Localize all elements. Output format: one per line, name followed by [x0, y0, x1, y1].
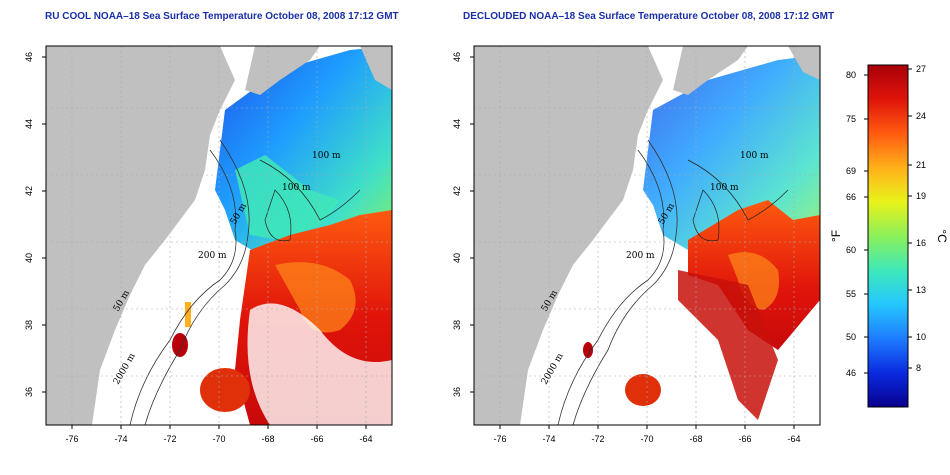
y-tick-label: 42	[452, 186, 462, 196]
x-tick-label: -68	[261, 434, 274, 444]
x-tick-label: -70	[640, 434, 653, 444]
y-tick-label: 40	[24, 253, 34, 263]
celsius-unit-label: °C	[935, 229, 949, 243]
colorbar-panel: 80 75 69 66 60 55 50 46 27 24 21 19 16 1…	[826, 55, 950, 415]
y-tick-label: 44	[24, 119, 34, 129]
right-map-panel: 100 m 100 m 50 m 200 m 50 m 2000 m 36 38…	[448, 40, 828, 460]
cloud-cover	[247, 303, 392, 425]
right-sst-map: 100 m 100 m 50 m 200 m 50 m 2000 m 36 38…	[452, 45, 821, 444]
colorbar-f-tick: 80	[846, 70, 856, 80]
y-tick-label: 38	[24, 320, 34, 330]
colorbar-f-tick: 50	[846, 332, 856, 342]
y-tick-label: 38	[452, 320, 462, 330]
contour-label: 200 m	[198, 251, 227, 261]
x-tick-label: -74	[542, 434, 555, 444]
colorbar-c-tick: 27	[916, 64, 926, 74]
y-tick-label: 46	[452, 52, 462, 62]
y-axis: 36 38 40 42 44 46	[452, 52, 474, 397]
colorbar-c-tick: 10	[916, 332, 926, 342]
y-tick-label: 36	[452, 387, 462, 397]
fahrenheit-unit-label: °F	[829, 230, 843, 242]
x-tick-label: -76	[493, 434, 506, 444]
contour-label: 100 m	[282, 183, 311, 193]
contour-label: 100 m	[740, 151, 769, 161]
x-tick-label: -70	[212, 434, 225, 444]
x-axis: -76 -74 -72 -70 -68 -66 -64	[65, 425, 373, 444]
colorbar-f-tick: 66	[846, 192, 856, 202]
contour-label: 100 m	[312, 151, 341, 161]
land-mass	[46, 46, 235, 425]
x-tick-label: -64	[359, 434, 372, 444]
y-tick-label: 36	[24, 387, 34, 397]
land-mass	[474, 46, 663, 425]
temperature-colorbar: 80 75 69 66 60 55 50 46 27 24 21 19 16 1…	[829, 64, 949, 408]
y-tick-label: 46	[24, 52, 34, 62]
colorbar-c-tick: 8	[916, 363, 921, 373]
colorbar-c-tick: 24	[916, 111, 926, 121]
x-tick-label: -72	[163, 434, 176, 444]
left-map-title: RU COOL NOAA–18 Sea Surface Temperature …	[45, 11, 399, 22]
colorbar-gradient	[867, 64, 909, 408]
colorbar-f-tick: 55	[846, 289, 856, 299]
x-tick-label: -66	[310, 434, 323, 444]
colorbar-c-tick: 19	[916, 191, 926, 201]
colorbar-c-tick: 16	[916, 238, 926, 248]
x-tick-label: -68	[689, 434, 702, 444]
colorbar-f-tick: 46	[846, 368, 856, 378]
x-axis: -76 -74 -72 -70 -68 -66 -64	[493, 425, 801, 444]
contour-label: 200 m	[626, 251, 655, 261]
colorbar-c-tick: 13	[916, 285, 926, 295]
y-tick-label: 42	[24, 186, 34, 196]
colorbar-c-tick: 21	[916, 160, 926, 170]
colorbar-f-tick: 75	[846, 114, 856, 124]
y-tick-label: 44	[452, 119, 462, 129]
left-map-panel: 100 m 100 m 50 m 200 m 50 m 2000 m 36 38…	[20, 40, 400, 460]
right-map-title: DECLOUDED NOAA–18 Sea Surface Temperatur…	[463, 11, 835, 22]
x-tick-label: -64	[787, 434, 800, 444]
y-axis: 36 38 40 42 44 46	[24, 52, 46, 397]
x-tick-label: -76	[65, 434, 78, 444]
contour-label: 100 m	[710, 183, 739, 193]
colorbar-f-tick: 69	[846, 166, 856, 176]
x-tick-label: -66	[738, 434, 751, 444]
x-tick-label: -72	[591, 434, 604, 444]
colorbar-f-tick: 60	[846, 245, 856, 255]
x-tick-label: -74	[114, 434, 127, 444]
y-tick-label: 40	[452, 253, 462, 263]
left-sst-map: 100 m 100 m 50 m 200 m 50 m 2000 m 36 38…	[24, 45, 393, 444]
